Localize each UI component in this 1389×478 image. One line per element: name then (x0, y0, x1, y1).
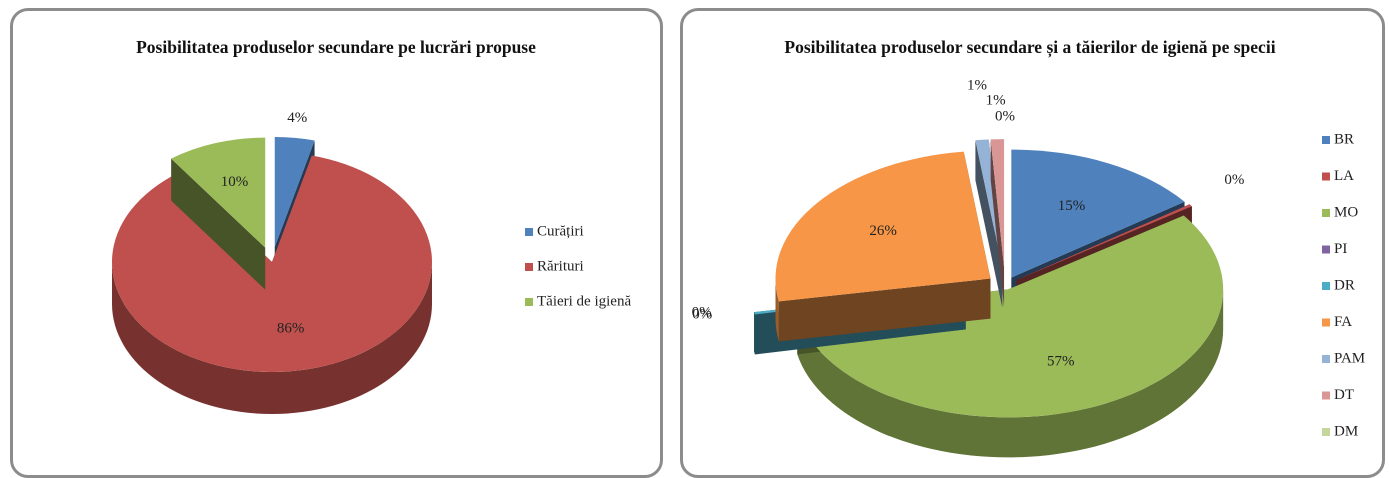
legend-label: LA (1334, 168, 1354, 184)
pie-slice (111, 155, 432, 414)
data-label: 0% (692, 306, 712, 322)
slice-top (171, 137, 266, 248)
slice-face (778, 278, 991, 342)
legend-swatch (1322, 209, 1330, 217)
legend-label: DR (1334, 277, 1355, 293)
legend-label: Curățiri (537, 223, 584, 239)
legend-label: FA (1334, 314, 1352, 330)
data-label: 10% (221, 174, 249, 190)
legend-swatch (1322, 391, 1330, 400)
legend-swatch (1322, 355, 1330, 363)
legend-label: Tăieri de igienă (537, 293, 631, 309)
slice-top (990, 139, 1005, 268)
slice-face (171, 158, 266, 290)
chart-title: Posibilitatea produselor secundare și a … (784, 37, 1276, 57)
legend-swatch (1322, 318, 1330, 327)
legend-label: Rărituri (537, 258, 584, 274)
legend-swatch (1322, 428, 1330, 436)
slice-side (775, 278, 779, 342)
legend-label: MO (1334, 204, 1358, 220)
legend-label: PAM (1334, 350, 1365, 366)
legend-swatch (525, 228, 533, 236)
data-label: 0% (1224, 172, 1244, 188)
legend-label: PI (1334, 241, 1347, 257)
data-label: 0% (995, 109, 1015, 125)
data-label: 26% (869, 223, 897, 239)
slice-top (111, 155, 432, 373)
slice-top (1011, 149, 1185, 278)
data-label: 4% (287, 110, 307, 126)
legend-label: DM (1334, 423, 1358, 439)
slice-face (990, 139, 1005, 308)
legend-swatch (525, 298, 533, 306)
legend-swatch (525, 263, 533, 271)
legend-swatch (1322, 136, 1330, 144)
pie-slice (171, 137, 266, 290)
data-label: 86% (277, 320, 305, 336)
data-label: 57% (1047, 354, 1075, 370)
pie-slice (775, 151, 991, 342)
slice-side (112, 262, 432, 414)
slice-face (975, 140, 1003, 308)
charts: 4% 86% 10% Curățiri Rărituri Tăieri de igienă… (111, 77, 1365, 458)
slice-side (797, 289, 1224, 458)
slice-top (274, 136, 315, 247)
chart-title: Posibilitatea produselor secundare pe lu… (136, 37, 536, 57)
data-label: 0% (692, 305, 712, 321)
legend-swatch (1322, 245, 1330, 254)
page: {"chart_data": [ {"type": "pie", "title"… (10, 8, 1385, 478)
data-label: 15% (1058, 198, 1086, 214)
slice-top (797, 215, 1224, 418)
data-label: 1% (967, 77, 987, 93)
legend-swatch (1322, 282, 1330, 290)
slice-top (975, 139, 1003, 268)
data-label: 1% (986, 93, 1006, 109)
legend-swatch (1322, 172, 1330, 181)
legend-label: BR (1334, 131, 1354, 147)
slice-top (1016, 204, 1192, 281)
pie-slice (990, 139, 1005, 308)
legend-label: DT (1334, 387, 1354, 403)
slice-top (775, 151, 991, 302)
